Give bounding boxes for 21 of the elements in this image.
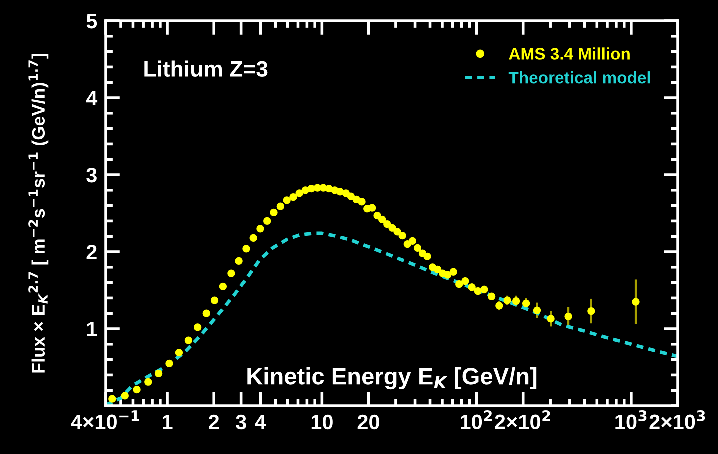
x-tick-label: 10$^{3}$ (616, 410, 647, 430)
legend-label: Theoretical model (508, 72, 650, 84)
y-tick-label: 1 (87, 322, 98, 337)
x-tick-label: 20 (358, 414, 380, 430)
x-tick-label: 2 (209, 414, 220, 430)
x-tick-label: 10$^{2}$ (461, 410, 492, 430)
x-axis-title: Kinetic Energy E$_{K}$ [GeV/n] (248, 368, 537, 390)
x-tick-label: 2×10$^{2}$ (495, 410, 550, 430)
legend-label: AMS 3.4 Million (509, 48, 630, 60)
y-tick-label: 4 (86, 91, 98, 106)
y-tick-label: 2 (86, 245, 97, 260)
x-tick-label: 10 (312, 414, 333, 430)
x-tick-label: 4×10$^{−1}$ (71, 410, 140, 430)
x-tick-label: 2×10$^{3}$ (650, 410, 706, 430)
y-tick-label: 5 (86, 14, 98, 29)
x-tick-label: 1 (163, 415, 173, 430)
text: Flux × E$_{K}$$^{2.7}$ [ m$^{−2}$s$^{−1}$sr$^{−1}$ (GeV/n)$^{1.7}$] (28, 54, 49, 373)
annotation: Lithium Z=3 (144, 60, 268, 78)
x-tick-label: 4 (255, 415, 266, 430)
y-tick-label: 3 (86, 168, 97, 183)
x-tick-label: 3 (236, 414, 246, 430)
